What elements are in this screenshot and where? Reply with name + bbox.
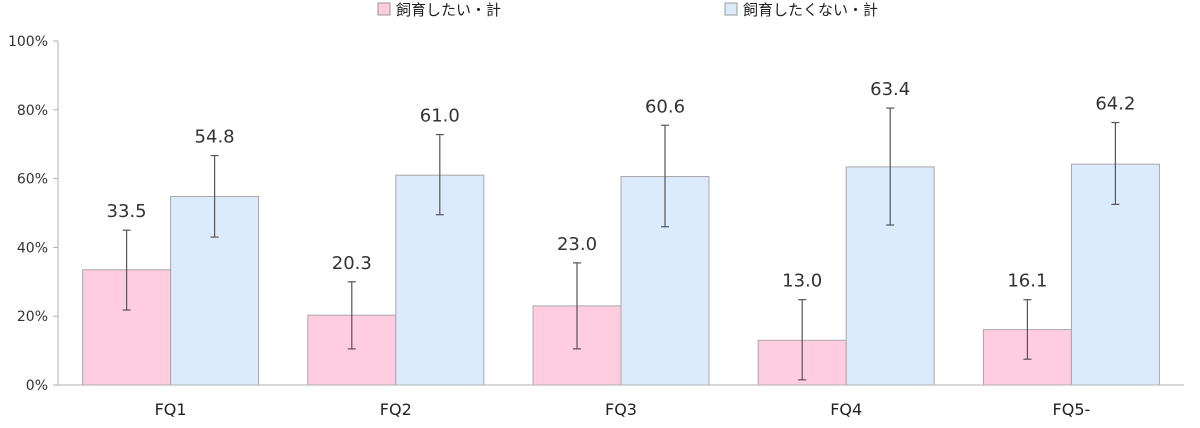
y-tick-label: 0% [26,378,48,394]
plot-area: 33.5 54.8 20.3 61.0 23.0 60.6 13.0 63.4 16.1 64.2 [82,79,1160,386]
data-label: 61.0 [420,106,460,127]
data-label: 13.0 [782,271,822,292]
x-tick-label: FQ1 [155,400,187,419]
y-tick-label: 80% [17,103,48,119]
data-label: 23.0 [557,234,597,255]
y-tick-label: 100% [8,34,48,50]
y-tick-label: 20% [17,309,48,325]
y-tick-label: 60% [17,172,48,188]
x-tick-label: FQ3 [605,400,637,419]
x-tick-label: FQ2 [380,400,412,419]
y-axis: 0% 20% 40% 60% 80% 100% [8,34,59,394]
x-tick-label: FQ5- [1053,400,1091,419]
data-label: 63.4 [870,79,910,100]
data-label: 20.3 [332,253,372,274]
data-label: 64.2 [1095,94,1135,115]
legend-label-series-2: 飼育したくない・計 [743,1,878,19]
data-label: 60.6 [645,96,685,117]
x-tick-label: FQ4 [830,400,862,419]
legend-swatch-series-2 [724,2,738,16]
legend-label-series-1: 飼育したい・計 [396,1,501,19]
data-label: 33.5 [107,201,147,222]
y-tick-label: 40% [17,240,48,256]
x-axis: FQ1 FQ2 FQ3 FQ4 FQ5- [58,384,1184,419]
legend: 飼育したい・計 飼育したくない・計 [377,1,878,19]
legend-swatch-series-1 [377,2,391,16]
data-label: 16.1 [1007,271,1047,292]
data-label: 54.8 [195,127,235,148]
